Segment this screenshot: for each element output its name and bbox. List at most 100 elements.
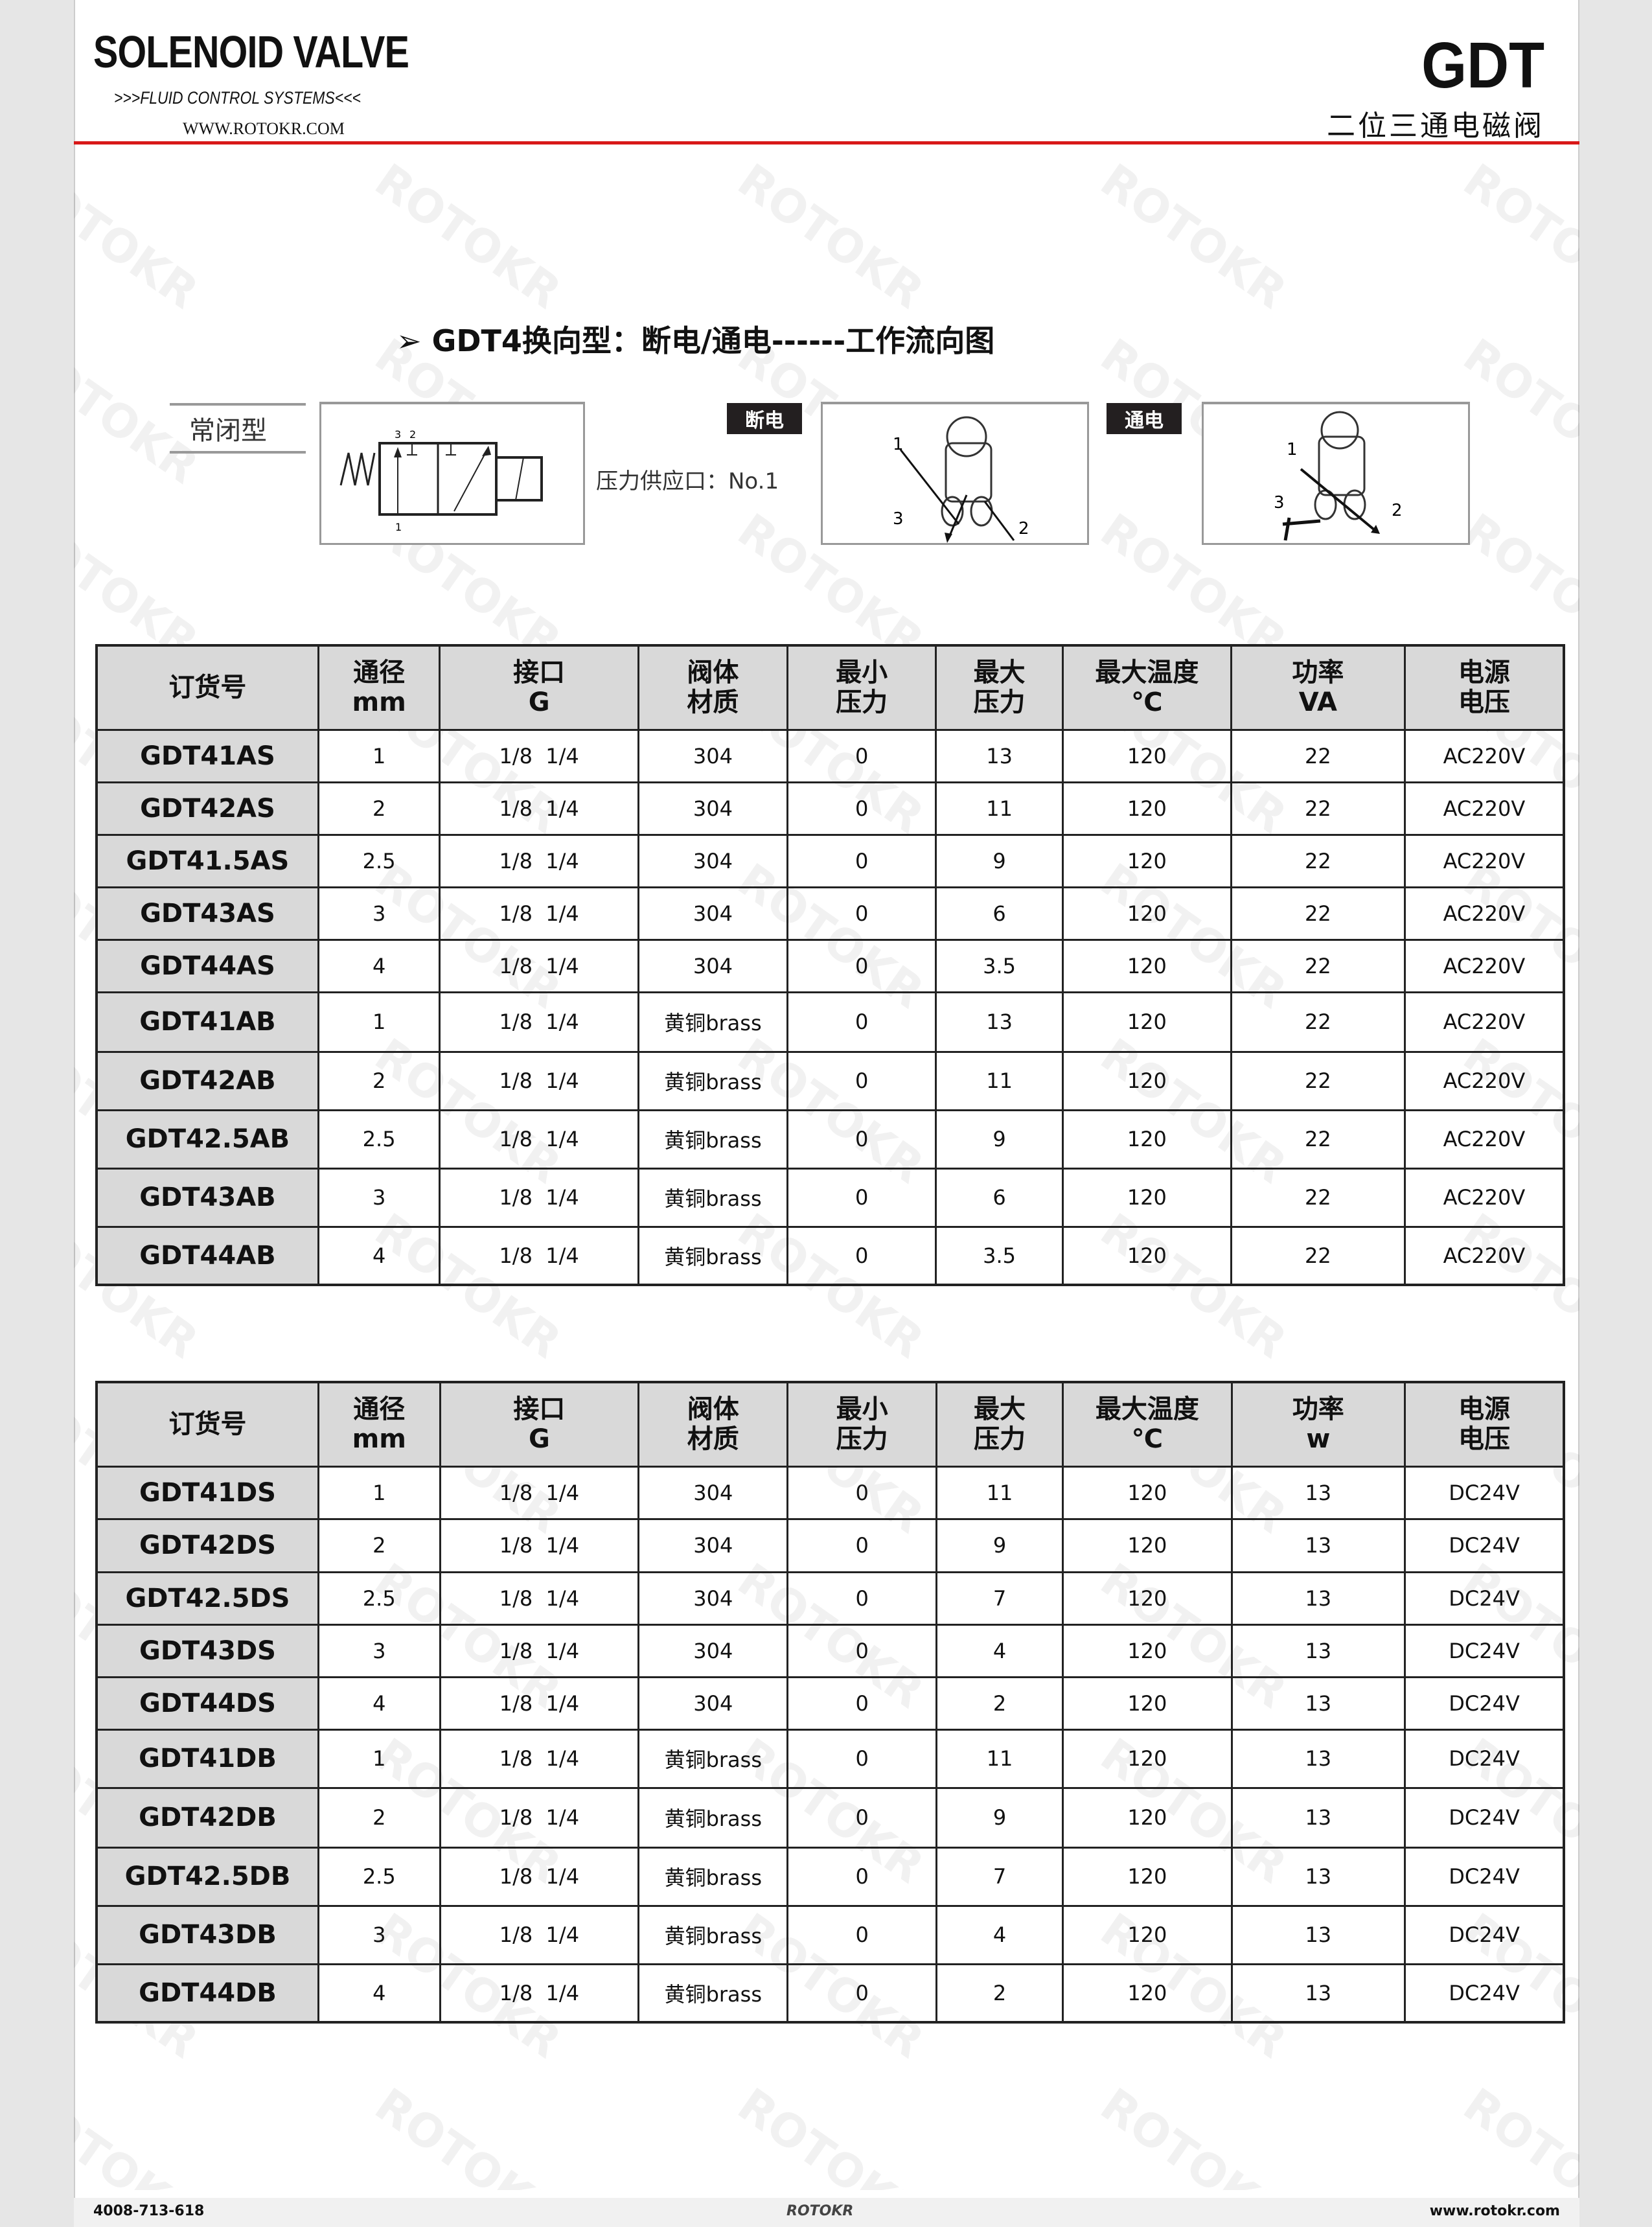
table-cell: 1/8 1/4 (439, 991, 639, 1053)
table-cell: 1/8 1/4 (439, 886, 639, 941)
order-number-cell: GDT42.5DS (95, 1571, 319, 1626)
power-off-tag: 断电 (727, 403, 802, 434)
table-cell: AC220V (1403, 833, 1565, 888)
column-header-line: 接口 (513, 658, 566, 688)
bullet-arrow-icon: ➢ (396, 323, 422, 358)
table-cell: 1/8 1/4 (439, 1963, 640, 2024)
table-cell: 0 (786, 1786, 937, 1849)
table-row: GDT42AS 2 1/8 1/4 304 0 11 120 22 AC220V (95, 781, 1565, 836)
table-cell: 3 (317, 1167, 441, 1228)
table-cell: 11 (935, 781, 1064, 836)
table-cell: 0 (786, 1571, 937, 1626)
table-cell: 304 (637, 1465, 789, 1520)
table-cell: 0 (786, 1050, 937, 1111)
table-row: GDT41AB 1 1/8 1/4 黄铜brass 0 13 120 22 AC220V (95, 991, 1565, 1053)
footer: 4008-713-618 ROTOKR www.rotokr.com (74, 2198, 1579, 2227)
column-header-line: 最大温度 (1095, 1394, 1199, 1425)
valve-symbol-box: 3 2 1 (319, 402, 585, 545)
table-cell: 304 (637, 938, 788, 993)
column-header: 通径 mm (317, 1381, 441, 1468)
table-cell: 9 (935, 1517, 1064, 1573)
column-header-line: G (528, 687, 550, 718)
port-label: 1 (893, 435, 904, 454)
table-row: GDT44DS 4 1/8 1/4 304 0 2 120 13 DC24V (95, 1676, 1565, 1731)
column-header: 最小 压力 (786, 644, 937, 731)
table-cell: 120 (1062, 1786, 1233, 1849)
table-cell: 2 (935, 1676, 1064, 1731)
table-cell: 1/8 1/4 (439, 1728, 640, 1789)
table-cell: 22 (1230, 1167, 1406, 1228)
table-row: GDT43AB 3 1/8 1/4 黄铜brass 0 6 120 22 AC220V (95, 1167, 1565, 1228)
ac-spec-table: 订货号 通径 mm 接口 G 阀体 材质 最小 压力 最大 压力 最大温度 ℃ 功率 VA 电源 电压 GDT41… (95, 644, 1565, 1286)
table-cell: 22 (1230, 1109, 1406, 1170)
table-cell: 22 (1230, 938, 1406, 993)
table-cell: 0 (786, 1846, 937, 1907)
port-label: 1 (1287, 440, 1298, 459)
table-cell: 3.5 (935, 1225, 1064, 1286)
column-header-line: 电压 (1458, 1424, 1511, 1455)
table-cell: 13 (1230, 1465, 1406, 1520)
table-cell: 120 (1061, 886, 1232, 941)
column-header-line: 压力 (974, 1424, 1026, 1455)
table-cell: 0 (786, 781, 937, 836)
column-header: 电源 电压 (1404, 1381, 1565, 1468)
table-cell: 4 (317, 1963, 441, 2024)
table-cell: AC220V (1403, 728, 1565, 783)
order-number-cell: GDT44AB (95, 1225, 319, 1286)
column-header: 最大 压力 (935, 644, 1064, 731)
table-cell: 3.5 (935, 938, 1064, 993)
table-cell: 黄铜brass (637, 991, 788, 1053)
table-row: GDT42AB 2 1/8 1/4 黄铜brass 0 11 120 22 AC220V (95, 1050, 1565, 1111)
table-cell: 2.5 (317, 1571, 441, 1626)
table-cell: 304 (637, 781, 788, 836)
table-cell: 9 (935, 833, 1064, 888)
table-cell: 0 (786, 833, 937, 888)
table-cell: 4 (317, 938, 441, 993)
table-row: GDT42.5DB 2.5 1/8 1/4 黄铜brass 0 7 120 13 DC24V (95, 1846, 1565, 1907)
footer-website[interactable]: www.rotokr.com (1429, 2203, 1560, 2219)
table-cell: 0 (786, 938, 937, 993)
table-cell: 6 (935, 886, 1064, 941)
table-cell: DC24V (1404, 1846, 1565, 1907)
table-cell: 4 (317, 1676, 441, 1731)
order-number-cell: GDT41.5AS (95, 833, 319, 888)
column-header-line: 最大 (974, 1394, 1026, 1425)
table-cell: 13 (1230, 1571, 1406, 1626)
table-row: GDT44AS 4 1/8 1/4 304 0 3.5 120 22 AC220V (95, 938, 1565, 993)
table-cell: 120 (1062, 1728, 1233, 1789)
model-subtitle: 二位三通电磁阀 (1327, 110, 1544, 143)
column-header: 最大温度 ℃ (1061, 644, 1232, 731)
table-row: GDT44DB 4 1/8 1/4 黄铜brass 0 2 120 13 DC24V (95, 1963, 1565, 2024)
port-label: 2 (409, 428, 416, 441)
column-header-line: 功率 (1292, 658, 1344, 688)
table-cell: 4 (317, 1225, 441, 1286)
footer-phone: 4008-713-618 (93, 2203, 205, 2219)
column-header: 最小 压力 (786, 1381, 937, 1468)
table-row: GDT41.5AS 2.5 1/8 1/4 304 0 9 120 22 AC220V (95, 833, 1565, 888)
table-row: GDT42DS 2 1/8 1/4 304 0 9 120 13 DC24V (95, 1517, 1565, 1573)
table-cell: 1/8 1/4 (439, 1109, 639, 1170)
order-number-cell: GDT44AS (95, 938, 319, 993)
column-header-line: 通径 (353, 1394, 406, 1425)
table-cell: 13 (1230, 1904, 1406, 1965)
table-cell: 0 (786, 991, 937, 1053)
column-header-line: 最小 (836, 1394, 888, 1425)
table-row: GDT41DS 1 1/8 1/4 304 0 11 120 13 DC24V (95, 1465, 1565, 1520)
table-cell: DC24V (1404, 1963, 1565, 2024)
column-header: 订货号 (95, 1381, 319, 1468)
table-cell: DC24V (1404, 1623, 1565, 1678)
table-cell: 22 (1230, 833, 1406, 888)
order-number-cell: GDT44DB (95, 1963, 319, 2024)
column-header: 接口 G (439, 644, 639, 731)
column-header-line: 电压 (1458, 687, 1510, 718)
table-row: GDT43DB 3 1/8 1/4 黄铜brass 0 4 120 13 DC24V (95, 1904, 1565, 1965)
order-number-cell: GDT42DB (95, 1786, 319, 1849)
table-cell: 3 (317, 1904, 441, 1965)
table-cell: 1 (317, 1465, 441, 1520)
table-cell: 0 (786, 1109, 937, 1170)
column-header-line: 功率 (1292, 1394, 1344, 1425)
normally-closed-label: 常闭型 (170, 403, 306, 454)
table-cell: 1 (317, 991, 441, 1053)
table-cell: 120 (1062, 1846, 1233, 1907)
valve-flow-on-icon: 1 3 2 (1274, 411, 1403, 541)
